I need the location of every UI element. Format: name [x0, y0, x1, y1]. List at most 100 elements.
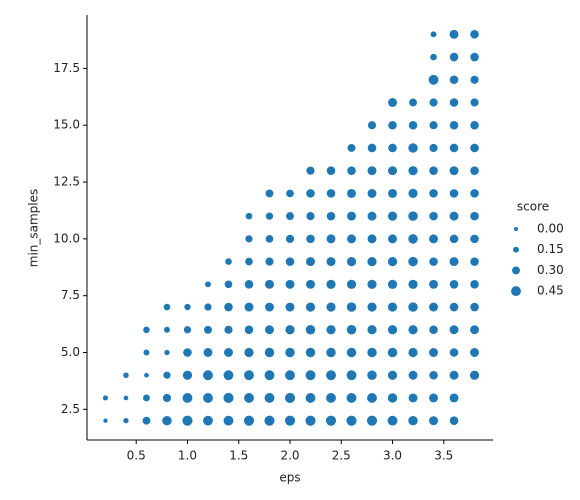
point [182, 393, 193, 403]
point [143, 349, 150, 356]
point [346, 325, 357, 335]
point [346, 370, 357, 381]
point [224, 348, 233, 357]
point [326, 325, 336, 335]
legend-marker [513, 246, 519, 253]
point [245, 257, 253, 266]
point [326, 257, 336, 267]
point [244, 325, 254, 335]
point [285, 347, 295, 358]
point [223, 415, 234, 426]
point [429, 302, 439, 312]
point [367, 211, 377, 221]
point [285, 257, 295, 266]
point [306, 166, 315, 175]
point [388, 120, 397, 130]
y-tick-label: 17.5 [53, 61, 80, 75]
point [223, 370, 234, 381]
point [367, 166, 377, 176]
point [387, 302, 398, 312]
point [306, 189, 315, 198]
point [143, 394, 150, 402]
point [182, 415, 193, 426]
point [183, 348, 192, 357]
point [387, 370, 398, 380]
point [284, 392, 296, 404]
point [470, 257, 479, 266]
point [346, 256, 357, 267]
point [224, 280, 233, 289]
point [470, 348, 480, 357]
point [429, 211, 438, 221]
point [285, 370, 295, 381]
point [429, 325, 438, 335]
point [265, 212, 274, 220]
point [203, 393, 213, 403]
point [223, 392, 234, 404]
point [428, 74, 439, 85]
point [182, 370, 193, 380]
point [244, 370, 254, 381]
point [346, 302, 357, 312]
point [326, 166, 336, 175]
point [326, 393, 336, 403]
point [408, 347, 418, 358]
point [449, 189, 459, 198]
point [367, 347, 377, 358]
point [142, 416, 151, 425]
point [285, 302, 295, 312]
legend-label: 0.00 [537, 222, 564, 236]
x-tick-label: 0.5 [127, 449, 146, 463]
point [449, 393, 459, 403]
point [470, 302, 479, 312]
point [429, 257, 438, 266]
point [429, 143, 438, 153]
point [387, 256, 398, 267]
point [183, 326, 192, 334]
point [388, 188, 397, 198]
point [388, 98, 397, 107]
point [449, 143, 459, 153]
x-tick-label: 3.0 [383, 449, 402, 463]
point [325, 415, 337, 426]
point [408, 143, 418, 153]
point [143, 326, 150, 334]
point [224, 325, 233, 334]
point [429, 393, 439, 403]
point [387, 325, 398, 335]
point [449, 325, 459, 335]
point [387, 347, 398, 358]
y-tick-label: 2.5 [61, 402, 80, 416]
point [449, 98, 459, 107]
point [449, 370, 459, 380]
point [387, 211, 398, 221]
point [347, 188, 356, 198]
point [305, 393, 316, 403]
point [162, 393, 172, 403]
point [388, 143, 397, 153]
point [449, 302, 459, 312]
point [408, 211, 418, 221]
point [245, 235, 253, 243]
point [470, 75, 479, 84]
point [163, 303, 171, 311]
point [103, 418, 108, 423]
legend-label: 0.15 [537, 242, 564, 256]
point [408, 415, 418, 426]
point [305, 302, 316, 312]
point [123, 418, 129, 424]
point [346, 347, 357, 358]
point [470, 143, 479, 153]
point [449, 211, 459, 221]
point [449, 52, 459, 62]
point [265, 235, 274, 243]
point [326, 370, 336, 381]
legend-title: score [517, 200, 549, 214]
x-tick-label: 2.5 [332, 449, 351, 463]
point [367, 279, 377, 289]
legend-label: 0.30 [537, 263, 564, 277]
point [347, 211, 356, 221]
point [205, 281, 211, 288]
point [429, 348, 439, 357]
point [264, 393, 275, 403]
